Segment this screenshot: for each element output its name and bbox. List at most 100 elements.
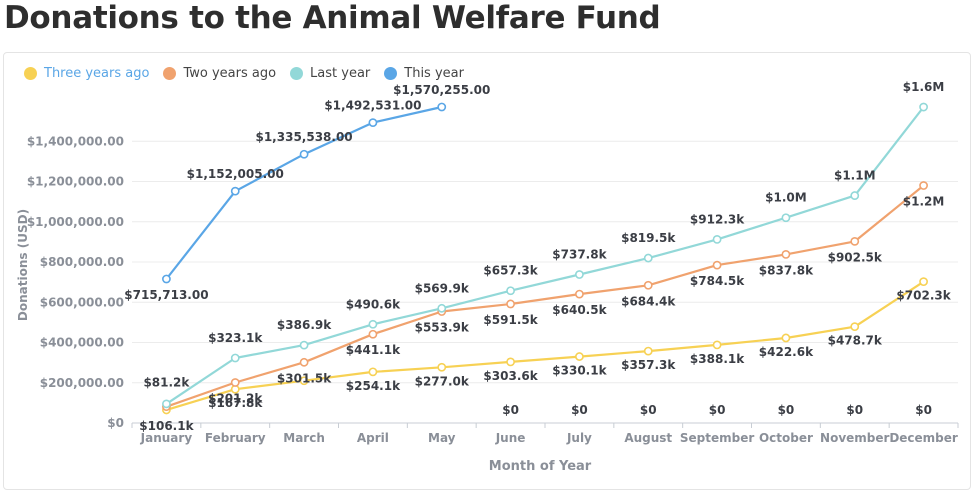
data-point xyxy=(437,303,447,313)
x-tick-label: August xyxy=(624,431,672,445)
data-label: $737.8k xyxy=(552,248,607,262)
series-layer xyxy=(162,102,928,415)
data-label: $0 xyxy=(915,403,932,417)
data-label: $0 xyxy=(846,403,863,417)
data-point xyxy=(781,333,791,343)
data-point xyxy=(850,236,860,246)
data-label: $201.2k xyxy=(208,392,263,406)
data-point xyxy=(368,118,378,128)
legend-label: Two years ago xyxy=(183,66,277,81)
legend-item[interactable]: Two years ago xyxy=(163,66,276,81)
data-label: $490.6k xyxy=(346,297,401,311)
x-tick-label: April xyxy=(357,431,389,445)
y-axis-title: Donations (USD) xyxy=(16,209,30,321)
data-label: $441.1k xyxy=(346,343,401,357)
chart-card xyxy=(3,52,971,490)
data-label: $1,152,005.00 xyxy=(187,167,284,181)
data-label: $1,570,255.00 xyxy=(393,83,490,97)
data-label: $277.0k xyxy=(415,374,470,388)
data-label: $0 xyxy=(571,403,588,417)
data-point xyxy=(368,367,378,377)
data-point xyxy=(712,260,722,270)
data-label: $478.7k xyxy=(828,334,883,348)
data-point xyxy=(299,149,309,159)
y-tick-label: $200,000.00 xyxy=(40,376,124,390)
data-point xyxy=(850,191,860,200)
x-tick-label: June xyxy=(495,431,526,445)
x-tick-label: January xyxy=(140,431,193,445)
data-point xyxy=(643,346,653,356)
legend-item[interactable]: Last year xyxy=(290,66,370,81)
legend-label: This year xyxy=(404,66,464,81)
legend-swatch-icon xyxy=(163,67,177,80)
data-point xyxy=(162,399,171,409)
data-label: $1.0M xyxy=(765,191,807,205)
data-label: $912.3k xyxy=(690,212,745,226)
data-point xyxy=(919,181,928,190)
data-point xyxy=(575,270,584,279)
data-point xyxy=(506,357,515,367)
series-line xyxy=(165,106,925,405)
axis-layer: $0 $200,000.00 $400,000.00 $600,000.00 $800,… xyxy=(27,134,959,445)
x-tick-label: May xyxy=(428,431,456,445)
data-point xyxy=(230,378,240,387)
data-label: $303.6k xyxy=(483,369,538,383)
y-tick-label: $1,400,000.00 xyxy=(27,134,124,148)
page-title: Donations to the Animal Welfare Fund xyxy=(4,0,661,36)
x-tick-label: July xyxy=(566,431,592,445)
data-label: $330.1k xyxy=(552,364,607,378)
chart-legend: Three years ago Two years ago Last year Thi… xyxy=(24,66,478,81)
x-tick-label: December xyxy=(889,431,958,445)
data-point xyxy=(437,102,447,112)
data-point xyxy=(781,213,791,223)
legend-item[interactable]: This year xyxy=(384,66,464,81)
data-label: $0 xyxy=(640,403,657,417)
data-label: $386.9k xyxy=(277,318,332,332)
series-line xyxy=(166,184,925,408)
data-point xyxy=(643,253,653,263)
legend-item[interactable]: Three years ago xyxy=(24,66,149,81)
y-tick-label: $1,000,000.00 xyxy=(27,215,124,229)
data-point xyxy=(299,376,309,386)
grid-layer xyxy=(132,140,958,384)
data-point xyxy=(712,234,722,244)
data-label: $1.6M xyxy=(903,80,945,94)
data-point xyxy=(919,277,928,287)
data-point xyxy=(368,319,378,329)
data-label: $0 xyxy=(778,403,795,417)
y-tick-label: $0 xyxy=(107,416,124,430)
data-label: $684.4k xyxy=(621,294,676,308)
data-point xyxy=(919,102,928,112)
x-tick-label: October xyxy=(759,431,813,445)
data-label: $388.1k xyxy=(690,352,745,366)
data-point xyxy=(299,357,309,367)
data-label: $167.8k xyxy=(208,396,263,410)
legend-label: Last year xyxy=(310,66,371,81)
y-tick-label: $1,200,000.00 xyxy=(27,175,124,189)
data-label: $0 xyxy=(709,403,726,417)
x-axis-title: Month of Year xyxy=(489,459,592,474)
y-tick-label: $800,000.00 xyxy=(40,255,124,269)
data-label: $553.9k xyxy=(415,321,470,335)
legend-swatch-icon xyxy=(290,67,304,80)
data-label: $106.1k xyxy=(139,419,194,433)
y-tick-label: $400,000.00 xyxy=(40,336,124,350)
data-label: $657.3k xyxy=(483,264,538,278)
data-label: $422.6k xyxy=(759,345,814,359)
data-label: $0 xyxy=(502,403,519,417)
data-point xyxy=(781,249,791,259)
data-point xyxy=(230,186,240,196)
data-label: $254.1k xyxy=(346,379,401,393)
x-tick-label: September xyxy=(680,431,754,445)
data-label: $837.8k xyxy=(759,263,814,277)
data-label-layer: $106.1k $167.8k $254.1k $277.0k $303.6k $330.… xyxy=(124,80,951,433)
x-tick-label: February xyxy=(205,431,266,445)
legend-swatch-icon xyxy=(24,67,37,80)
data-point xyxy=(643,280,653,290)
data-label: $784.5k xyxy=(690,274,745,288)
data-label: $1.1M xyxy=(834,169,876,183)
data-label: $819.5k xyxy=(621,231,676,245)
data-label: $569.9k xyxy=(415,281,470,295)
data-label: $715,713.00 xyxy=(124,288,208,302)
